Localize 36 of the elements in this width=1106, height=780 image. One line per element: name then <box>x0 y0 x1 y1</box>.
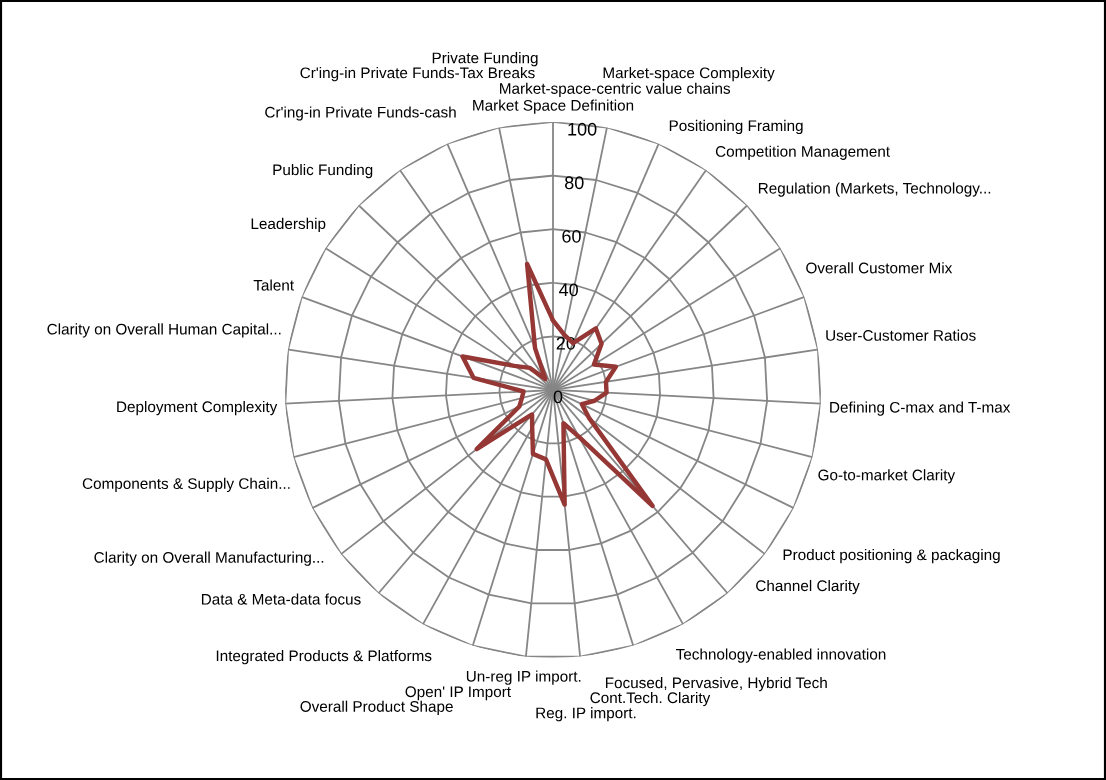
spoke-label: Cont.Tech. Clarity <box>590 691 711 707</box>
y-tick-label: 60 <box>562 229 581 243</box>
spoke-label: Clarity on Overall Human Capital... <box>47 323 281 338</box>
spoke-label: Deployment Complexity <box>117 400 278 416</box>
spoke-label: Go-to-market Clarity <box>818 469 956 484</box>
spoke-label: User-Customer Ratios <box>826 329 976 341</box>
spoke-label: Cr'ing-in Private Funds-cash <box>265 106 456 121</box>
spoke-label: Overall Customer Mix <box>806 262 953 274</box>
spoke-label: Focused, Pervasive, Hybrid Tech <box>605 676 827 692</box>
spoke-label: Technology-enabled innovation <box>676 648 886 663</box>
spoke-label: Leadership <box>251 217 326 233</box>
spoke-label: Public Funding <box>273 163 373 179</box>
spoke-label: Cr'ing-in Private Funds-Tax Breaks <box>300 67 535 82</box>
spoke-label: Components & Supply Chain... <box>82 477 290 493</box>
spoke-label: Defining C-max and T-max <box>830 401 1011 416</box>
spoke-label: Product positioning & packaging <box>783 548 1000 564</box>
y-tick-label: 100 <box>568 122 597 136</box>
spoke-label: Channel Clarity <box>756 579 860 595</box>
y-tick-label: 80 <box>565 176 584 190</box>
spoke-label: Market-space Complexity <box>603 67 775 82</box>
spoke-label: Clarity on Overall Manufacturing... <box>94 551 324 566</box>
spoke-label: Private Funding <box>432 52 538 67</box>
spoke-label: Market-space-centric value chains <box>500 82 731 97</box>
spoke-label: Positioning Framing <box>669 119 803 135</box>
spoke-label: Talent <box>253 279 294 291</box>
spoke-label: Competition Management <box>715 145 890 160</box>
spoke-label: Reg. IP import. <box>536 707 636 722</box>
spoke-label: Data & Meta-data focus <box>201 593 361 605</box>
spoke-label: Overall Product Shape <box>300 700 453 715</box>
y-tick-label: 40 <box>559 283 578 297</box>
spoke-label: Market Space Definition <box>473 99 634 114</box>
y-tick-label: 0 <box>553 390 563 404</box>
spoke-label: Un-reg IP import. <box>466 670 581 685</box>
spoke-label: Integrated Products & Platforms <box>216 649 432 665</box>
spoke-label: Regulation (Markets, Technology... <box>758 182 991 197</box>
spoke-label: Open' IP Import <box>405 686 511 701</box>
